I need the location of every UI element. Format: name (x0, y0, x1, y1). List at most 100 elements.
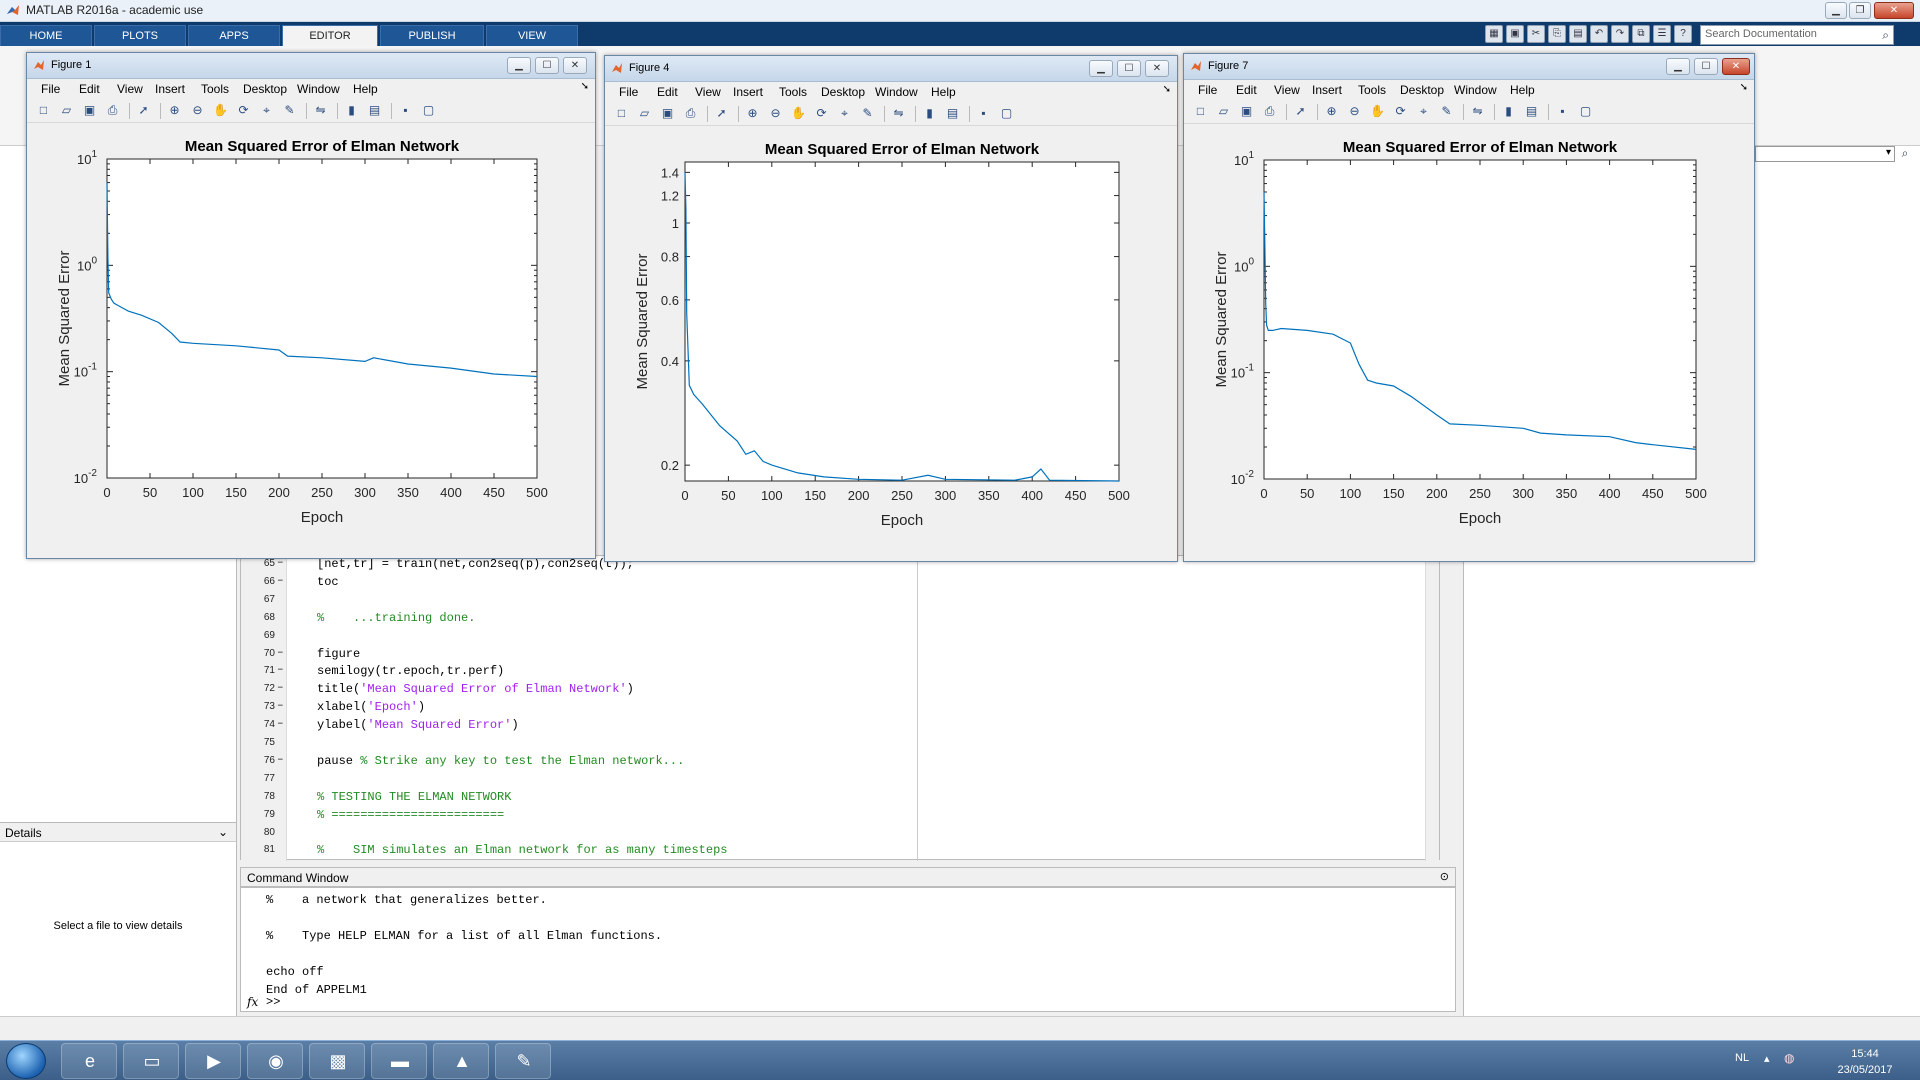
editor-scrollbar[interactable] (1425, 556, 1439, 861)
menu-edit[interactable]: Edit (657, 85, 678, 99)
figure-title-bar[interactable]: Figure 4 ▁ ☐ ✕ (605, 56, 1177, 82)
figure-minimize-button[interactable]: ▁ (1089, 60, 1113, 77)
tab-home[interactable]: HOME (0, 25, 92, 46)
undo-icon[interactable]: ↶ (1590, 25, 1608, 43)
menu-insert[interactable]: Insert (733, 85, 764, 99)
menu-window[interactable]: Window (297, 82, 340, 96)
menu-help[interactable]: Help (931, 85, 956, 99)
save-figure-icon[interactable]: ▣ (1240, 104, 1253, 118)
start-button[interactable] (6, 1043, 46, 1079)
menu-view[interactable]: View (1274, 83, 1300, 97)
menu-tools[interactable]: Tools (779, 85, 808, 99)
brush-icon[interactable]: ✎ (284, 103, 295, 117)
brush-icon[interactable]: ✎ (1441, 104, 1452, 118)
insert-legend-icon[interactable]: ▤ (946, 106, 959, 120)
save-figure-icon[interactable]: ▣ (83, 103, 96, 117)
menu-window[interactable]: Window (1454, 83, 1497, 97)
open-file-icon[interactable]: ▱ (61, 103, 72, 117)
figure-minimize-button[interactable]: ▁ (1666, 58, 1690, 75)
code-editor[interactable]: 65– [net,tr] = train(net,con2seq(p),con2s… (240, 555, 1440, 861)
open-file-icon[interactable]: ▱ (1218, 104, 1229, 118)
show-plot-tools-icon[interactable]: ▢ (1579, 104, 1592, 118)
print-figure-icon[interactable]: ⎙ (1264, 104, 1275, 118)
menu-edit[interactable]: Edit (1236, 83, 1257, 97)
menu-edit[interactable]: Edit (79, 82, 100, 96)
new-figure-icon[interactable]: □ (617, 106, 626, 120)
zoom-out-icon[interactable]: ⊖ (192, 103, 203, 117)
print-figure-icon[interactable]: ⎙ (107, 103, 118, 117)
restore-button[interactable]: ❐ (1849, 2, 1871, 19)
zoom-out-icon[interactable]: ⊖ (1349, 104, 1360, 118)
breakpoint-dash[interactable]: – (277, 700, 284, 713)
taskbar-explorer[interactable]: ▭ (123, 1043, 179, 1079)
data-cursor-icon[interactable]: ⌖ (1420, 104, 1427, 118)
search-documentation-input[interactable]: Search Documentation ⌕ (1700, 25, 1894, 45)
edit-plot-icon[interactable]: ➚ (1295, 104, 1306, 118)
taskbar-cmd[interactable]: ▬ (371, 1043, 427, 1079)
fx-icon[interactable]: fx (247, 995, 259, 1009)
zoom-in-icon[interactable]: ⊕ (1326, 104, 1337, 118)
save-icon[interactable]: ▣ (1506, 25, 1524, 43)
tab-publish[interactable]: PUBLISH (380, 25, 484, 46)
options-icon[interactable]: ⊙ (1439, 871, 1449, 883)
menu-tools[interactable]: Tools (201, 82, 230, 96)
clock[interactable]: 15:44 23/05/2017 (1830, 1046, 1900, 1078)
figure-window-1[interactable]: Figure 1 ▁ ☐ ✕ File Edit View Insert Tools Deskto… (26, 52, 596, 559)
search-icon[interactable]: ⌕ (1901, 146, 1909, 160)
chevron-down-icon[interactable]: ⌄ (217, 825, 228, 839)
figure-minimize-button[interactable]: ▁ (507, 57, 531, 74)
hide-plot-tools-icon[interactable]: ▪ (1560, 104, 1565, 118)
breakpoint-dash[interactable]: – (277, 574, 284, 587)
edit-plot-icon[interactable]: ➚ (716, 106, 727, 120)
taskbar-paint[interactable]: ✎ (495, 1043, 551, 1079)
insert-colorbar-icon[interactable]: ▮ (348, 103, 355, 117)
rotate-3d-icon[interactable]: ⟳ (238, 103, 249, 117)
community-icon[interactable]: ☰ (1653, 25, 1671, 43)
edit-plot-icon[interactable]: ➚ (138, 103, 149, 117)
breakpoint-dash[interactable]: – (277, 557, 284, 569)
taskbar-chrome[interactable]: ◉ (247, 1043, 303, 1079)
close-button[interactable]: ✕ (1874, 2, 1914, 19)
command-window[interactable]: % a network that generalizes better. % Ty… (240, 887, 1456, 1012)
figure-maximize-button[interactable]: ☐ (1694, 58, 1718, 75)
search-icon[interactable]: ⌕ (1882, 28, 1889, 42)
insert-colorbar-icon[interactable]: ▮ (926, 106, 933, 120)
save-figure-icon[interactable]: ▣ (661, 106, 674, 120)
menu-view[interactable]: View (695, 85, 721, 99)
details-panel-header[interactable]: Details ⌄ (0, 822, 236, 842)
figure-title-bar[interactable]: Figure 7 ▁ ☐ ✕ (1184, 54, 1754, 80)
zoom-out-icon[interactable]: ⊖ (770, 106, 781, 120)
menu-file[interactable]: File (1198, 83, 1218, 97)
rotate-3d-icon[interactable]: ⟳ (816, 106, 827, 120)
dock-arrow-icon[interactable]: ➘ (1739, 82, 1748, 93)
rotate-3d-icon[interactable]: ⟳ (1395, 104, 1406, 118)
link-plot-icon[interactable]: ⇋ (893, 106, 904, 120)
dock-arrow-icon[interactable]: ➘ (1162, 84, 1171, 95)
hide-plot-tools-icon[interactable]: ▪ (981, 106, 986, 120)
menu-desktop[interactable]: Desktop (1400, 83, 1445, 97)
menu-view[interactable]: View (117, 82, 143, 96)
figure-close-button[interactable]: ✕ (563, 57, 587, 74)
new-figure-icon[interactable]: □ (1196, 104, 1205, 118)
data-cursor-icon[interactable]: ⌖ (263, 103, 270, 117)
figure-close-button[interactable]: ✕ (1722, 58, 1750, 75)
command-prompt[interactable]: >> (266, 995, 281, 1009)
breakpoint-dash[interactable]: – (277, 682, 284, 695)
figure-window-4[interactable]: Figure 4 ▁ ☐ ✕ File Edit View Insert Tools Deskto… (604, 55, 1178, 562)
pan-icon[interactable]: ✋ (1370, 104, 1385, 118)
copy-icon[interactable]: ⎘ (1548, 25, 1566, 43)
pan-icon[interactable]: ✋ (213, 103, 228, 117)
menu-tools[interactable]: Tools (1358, 83, 1387, 97)
insert-legend-icon[interactable]: ▤ (368, 103, 381, 117)
insert-legend-icon[interactable]: ▤ (1525, 104, 1538, 118)
paste-icon[interactable]: ▤ (1569, 25, 1587, 43)
switch-windows-icon[interactable]: ⧉ (1632, 25, 1650, 43)
minimize-button[interactable]: ▁ (1825, 2, 1847, 19)
redo-icon[interactable]: ↷ (1611, 25, 1629, 43)
tab-plots[interactable]: PLOTS (94, 25, 186, 46)
figure-window-7[interactable]: Figure 7 ▁ ☐ ✕ File Edit View Insert Tools Deskto… (1183, 53, 1755, 562)
breakpoint-dash[interactable]: – (277, 664, 284, 677)
breakpoint-dash[interactable]: – (277, 646, 284, 659)
brush-icon[interactable]: ✎ (862, 106, 873, 120)
zoom-in-icon[interactable]: ⊕ (747, 106, 758, 120)
